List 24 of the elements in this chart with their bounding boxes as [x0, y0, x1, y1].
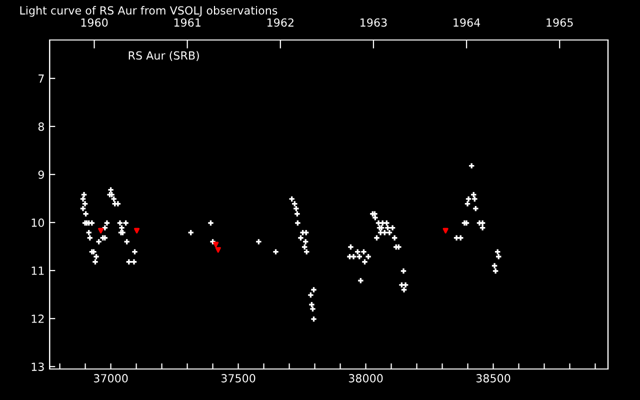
y-tick-label: 12: [32, 314, 44, 323]
point: [98, 228, 104, 234]
point: [442, 228, 448, 234]
x-tick-label: 38500: [476, 374, 510, 382]
x2-tick-label: 1961: [174, 18, 200, 27]
x2-tick-label: 1964: [454, 18, 480, 27]
point: [213, 242, 219, 248]
x-tick-label: 37500: [221, 374, 256, 382]
x2-tick-label: 1963: [360, 18, 387, 27]
y-tick-label: 11: [32, 266, 44, 275]
y-tick-label: 8: [38, 122, 44, 131]
x2-tick-label: 1962: [267, 18, 294, 27]
y-tick-label: 7: [38, 74, 44, 83]
point: [134, 228, 140, 234]
x-tick-label: 38000: [348, 374, 383, 382]
x2-tick-label: 1960: [81, 18, 108, 27]
y-tick-label: 9: [38, 170, 44, 179]
x-tick-label: 37000: [94, 374, 128, 382]
chart-title: Light curve of RS Aur from VSOLJ observations: [20, 6, 278, 17]
y-tick-label: 10: [32, 218, 44, 227]
point: [215, 247, 221, 253]
x2-tick-label: 1965: [546, 18, 573, 27]
y-tick-label: 13: [32, 362, 44, 371]
annotation: RS Aur (SRB): [128, 51, 199, 61]
